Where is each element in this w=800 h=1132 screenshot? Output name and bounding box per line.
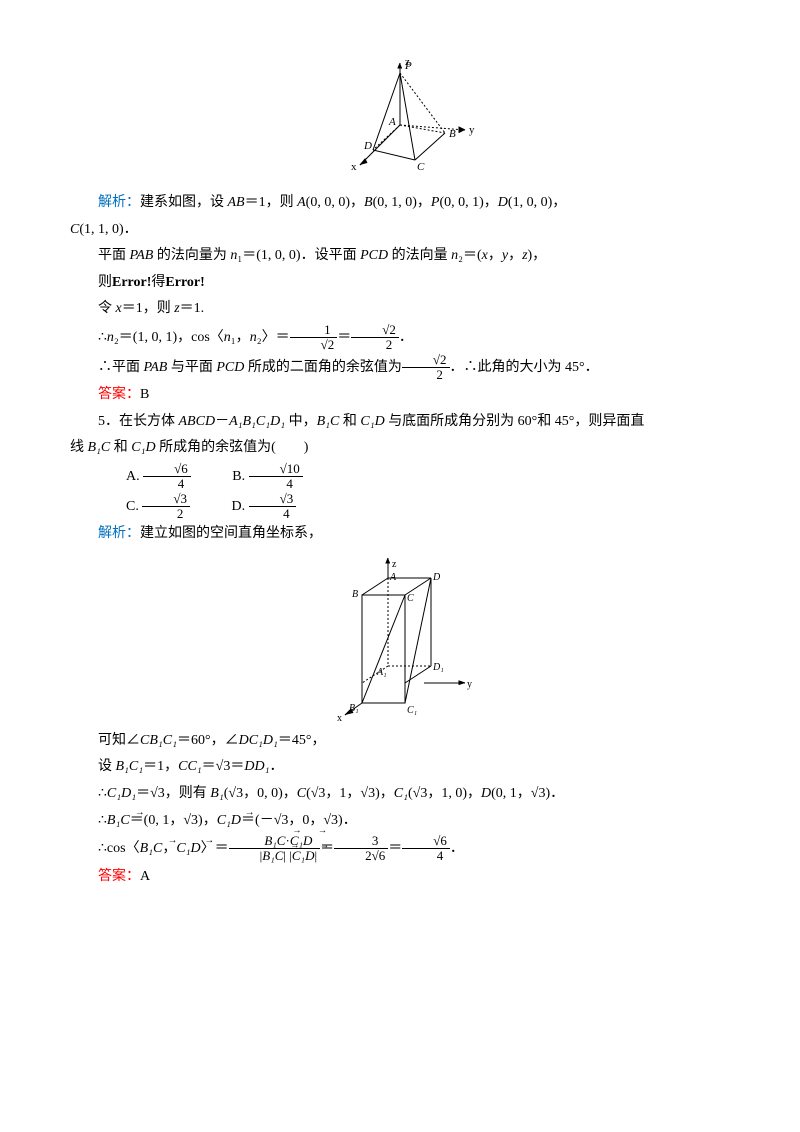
q5-opts-cd: C. √32 D. √34: [70, 492, 730, 522]
svg-text:B₁: B₁: [349, 703, 359, 714]
svg-text:z: z: [405, 56, 410, 68]
sol2b-l1: 可知∠CB₁C₁＝60°，∠DC₁D₁＝45°，: [70, 728, 730, 755]
svg-text:y: y: [469, 124, 475, 136]
diagram-cuboid: z A D B C A₁ D₁ B₁ C₁ x y: [70, 553, 730, 723]
q5-opts-ab: A. √64 B. √104: [70, 462, 730, 492]
sol2b-l4: ∴B₁C＝(0, 1，√3)，C₁D＝(－√3，0，√3)．: [70, 808, 730, 835]
answer1: 答案：B: [70, 382, 730, 409]
sol2b-l5: ∴cos〈B₁C，C₁D〉＝B₁C·C₁D|B₁C| |C₁D|＝32√6＝√6…: [70, 834, 730, 864]
svg-text:z: z: [392, 559, 397, 570]
sol2b-l3: ∴C₁D₁＝√3，则有 B₁(√3，0, 0)，C(√3，1，√3)，C₁(√3…: [70, 781, 730, 808]
q5-stem: 5．在长方体 ABCD－A₁B₁C₁D₁ 中，B₁C 和 C₁D 与底面所成角分…: [70, 409, 730, 436]
svg-text:A₁: A₁: [376, 667, 387, 678]
svg-text:C: C: [407, 593, 414, 604]
svg-text:x: x: [337, 713, 342, 723]
cuboid-svg: z A D B C A₁ D₁ B₁ C₁ x y: [325, 553, 475, 723]
sol1-line4: 则Error!得Error!: [70, 270, 730, 297]
svg-text:D₁: D₁: [432, 662, 444, 673]
svg-text:x: x: [351, 161, 357, 173]
sol1-line1: 解析：建系如图，设 AB＝1，则 A(0, 0, 0)，B(0, 1, 0)，P…: [70, 190, 730, 217]
svg-text:D: D: [432, 572, 441, 583]
svg-text:B: B: [352, 589, 358, 600]
sol1-line7: ∴平面 PAB 与平面 PCD 所成的二面角的余弦值为√22．∴此角的大小为 4…: [70, 353, 730, 383]
sol1-line5: 令 x＝1，则 z＝1.: [70, 296, 730, 323]
sol2b-l2: 设 B₁C₁＝1，CC₁＝√3＝DD₁．: [70, 754, 730, 781]
svg-text:B: B: [449, 128, 456, 140]
diagram-pyramid: P z A B y D C x: [70, 55, 730, 185]
sol1-line2: C(1, 1, 0)．: [70, 217, 730, 244]
answer2: 答案：A: [70, 864, 730, 891]
sol1-line3: 平面 PAB 的法向量为 n₁＝(1, 0, 0)．设平面 PCD 的法向量 n…: [70, 243, 730, 270]
svg-text:C: C: [417, 161, 425, 173]
svg-text:A: A: [389, 572, 397, 583]
sol1-line6: ∴n₂＝(1, 0, 1)，cos〈n₁，n₂〉＝1√2＝√22．: [70, 323, 730, 353]
svg-text:D: D: [363, 140, 372, 152]
sol2-intro: 解析：建立如图的空间直角坐标系，: [70, 521, 730, 548]
svg-text:C₁: C₁: [407, 705, 417, 716]
pyramid-svg: P z A B y D C x: [315, 55, 485, 185]
svg-text:A: A: [388, 116, 396, 128]
q5-stem2: 线 B₁C 和 C₁D 所成角的余弦值为( ): [70, 435, 730, 462]
svg-text:y: y: [467, 679, 472, 690]
